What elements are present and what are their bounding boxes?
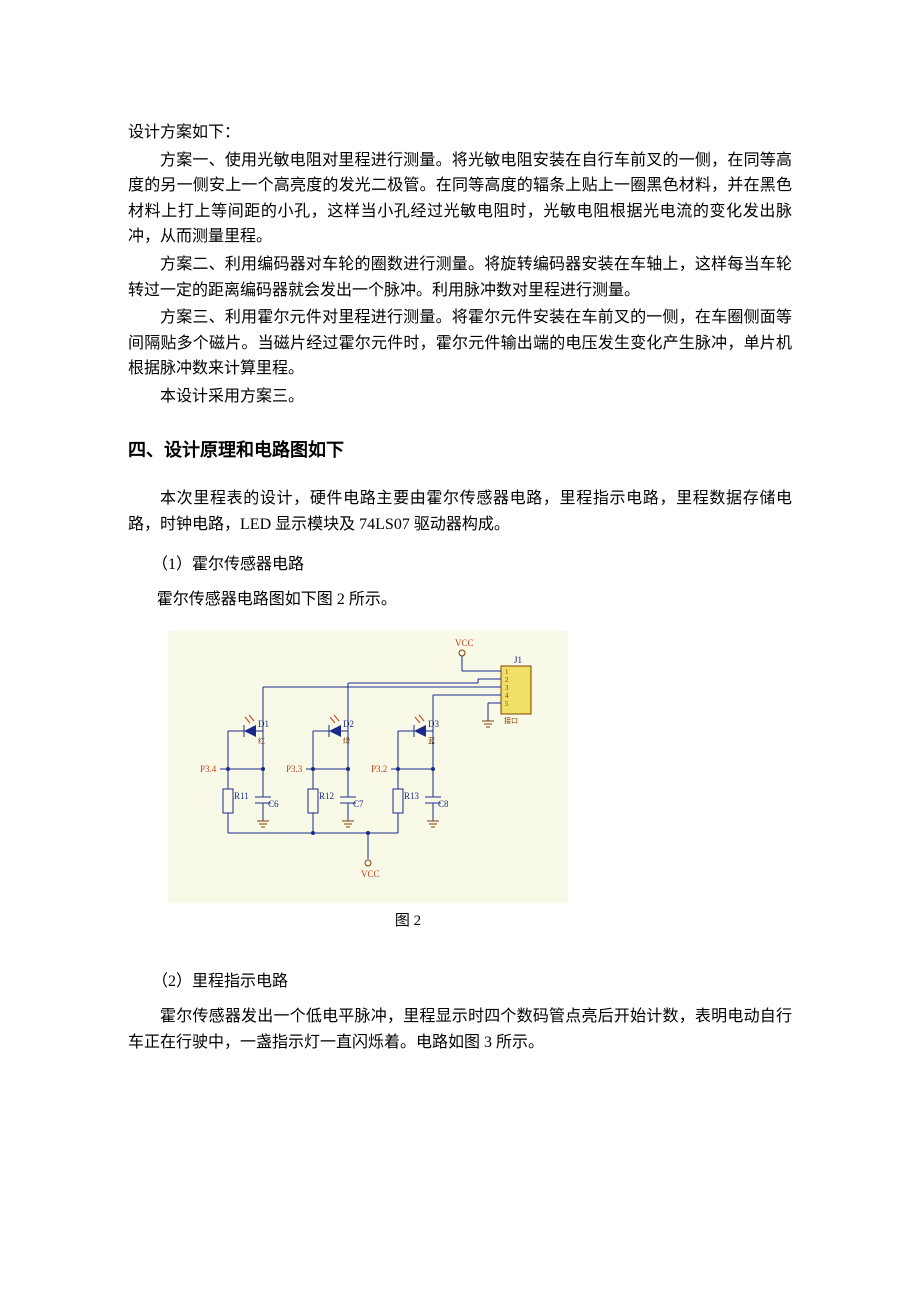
section-4-intro: 本次里程表的设计，硬件电路主要由霍尔传感器电路，里程指示电路，里程数据存储电路，… [128,486,792,537]
figure-2-caption: 图 2 [168,909,648,933]
option-1: 方案一、使用光敏电阻对里程进行测量。将光敏电阻安装在自行车前叉的一侧，在同等高度… [128,148,792,250]
svg-text:D1: D1 [258,719,269,729]
junction [366,831,370,835]
svg-text:C8: C8 [438,799,449,809]
junction [311,831,315,835]
text-latin: LED [240,516,271,533]
hall-sensor-circuit-diagram: VCC J1 1 2 3 4 5 接口 [168,631,568,903]
subsection-2-desc: 霍尔传感器发出一个低电平脉冲，里程显示时四个数码管点亮后开始计数，表明电动自行车… [128,1004,792,1055]
text-latin: 3 [484,1034,492,1051]
cap-c6: C6 [255,769,279,827]
cap-c8: C8 [425,769,449,827]
svg-text:D3: D3 [428,719,439,729]
text-latin: 74LS07 [359,516,410,533]
section-4-heading: 四、设计原理和电路图如下 [128,436,792,465]
resistor-r13: R13 [393,769,420,833]
vcc-top-label: VCC [455,638,474,648]
svg-text:蓝: 蓝 [428,736,435,745]
connector-desc: 接口 [504,716,518,725]
text-latin: 2 [414,913,422,929]
vcc-bot-label: VCC [361,869,380,879]
gnd-icon [482,721,494,727]
svg-text:R11: R11 [234,791,249,801]
option-chosen: 本设计采用方案三。 [128,384,792,410]
svg-text:D2: D2 [343,719,354,729]
subsection-1-desc: 霍尔传感器电路图如下图 2 所示。 [128,587,792,613]
figure-2-wrap: VCC J1 1 2 3 4 5 接口 [168,631,792,933]
subsection-2-heading: （2）里程指示电路 [128,969,792,995]
net-p33: P3.3 [286,764,303,774]
option-2: 方案二、利用编码器对车轮的圈数进行测量。将旋转编码器安装在车轴上，这样每当车轮转… [128,252,792,303]
svg-text:C7: C7 [353,799,364,809]
svg-text:C6: C6 [268,799,279,809]
vcc-top-icon [459,650,465,656]
conn-pin-3: 3 [505,684,509,692]
vcc-bot-icon [365,860,371,866]
svg-text:红: 红 [258,736,265,745]
text: 驱动器构成。 [410,516,510,533]
net-p32: P3.2 [371,764,387,774]
connector-ref: J1 [514,655,522,665]
text: 所示。 [345,591,397,608]
net-p34: P3.4 [200,764,217,774]
conn-pin-1: 1 [505,668,509,676]
conn-pin-4: 4 [505,692,509,700]
text: 图 [395,913,414,929]
text: 霍尔传感器发出一个低电平脉冲，里程显示时四个数码管点亮后开始计数，表明电动自行车… [128,1008,792,1051]
text-latin: 2 [337,591,345,608]
svg-text:绿: 绿 [343,736,350,745]
svg-text:R12: R12 [319,791,334,801]
resistor-r11: R11 [223,769,249,833]
cap-c7: C7 [340,769,364,827]
resistor-r12: R12 [308,769,334,833]
svg-text:R13: R13 [404,791,420,801]
text: 霍尔传感器电路图如下图 [157,591,337,608]
option-3: 方案三、利用霍尔元件对里程进行测量。将霍尔元件安装在车前叉的一侧，在车圈侧面等间… [128,305,792,382]
design-options-intro: 设计方案如下： [128,120,792,146]
text: 所示。 [492,1034,544,1051]
subsection-1-heading: （1）霍尔传感器电路 [128,552,792,578]
conn-pin-5: 5 [505,700,509,708]
conn-pin-2: 2 [505,676,509,684]
text: 显示模块及 [271,516,359,533]
